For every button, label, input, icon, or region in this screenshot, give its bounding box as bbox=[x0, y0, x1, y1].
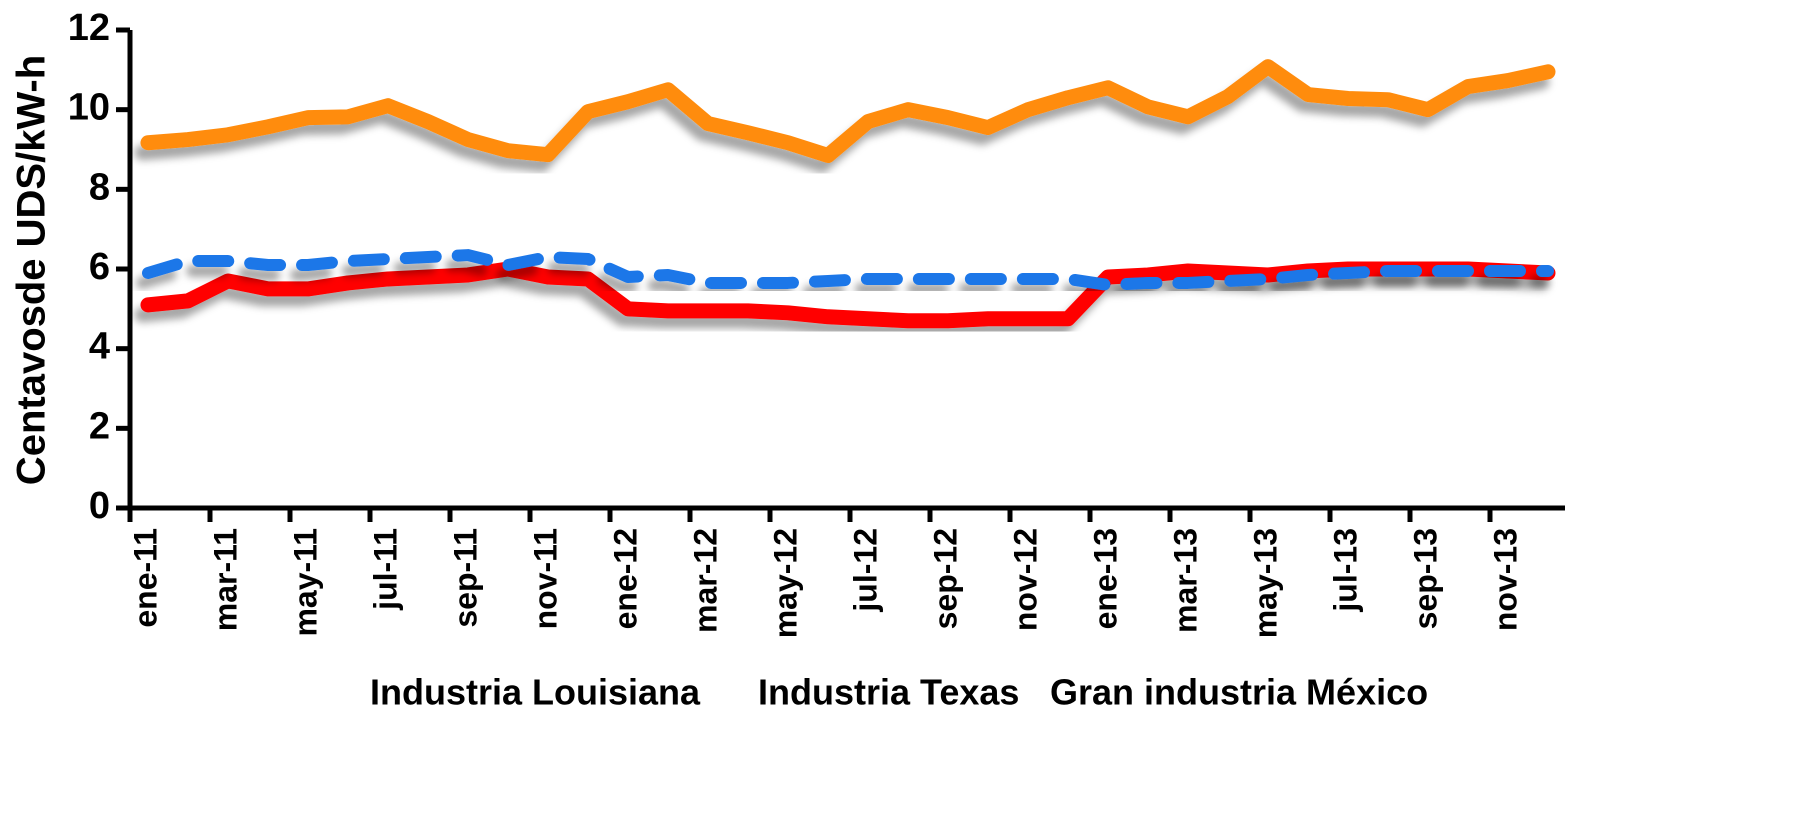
x-tick-label: jul-13 bbox=[1327, 528, 1363, 613]
x-tick-label: nov-12 bbox=[1007, 528, 1043, 631]
y-tick-label: 10 bbox=[68, 87, 110, 129]
x-tick-label: ene-12 bbox=[607, 528, 643, 629]
y-tick-label: 12 bbox=[68, 7, 110, 49]
x-tick-label: sep-12 bbox=[927, 528, 963, 629]
x-tick-label: sep-11 bbox=[447, 528, 483, 628]
series-line bbox=[142, 249, 1554, 291]
x-tick-label: may-12 bbox=[767, 528, 803, 638]
legend-label: Gran industria México bbox=[1050, 672, 1428, 713]
x-tick-label: sep-13 bbox=[1407, 528, 1443, 629]
y-tick-label: 4 bbox=[89, 326, 110, 368]
y-tick-label: 0 bbox=[89, 485, 110, 527]
x-tick-label: ene-13 bbox=[1087, 528, 1123, 629]
y-tick-label: 2 bbox=[89, 405, 110, 447]
x-tick-label: ene-11 bbox=[127, 528, 163, 628]
x-tick-label: mar-12 bbox=[687, 528, 723, 633]
x-tick-label: mar-11 bbox=[207, 528, 243, 631]
x-tick-label: jul-11 bbox=[367, 528, 403, 611]
legend-label: Industria Louisiana bbox=[370, 672, 701, 713]
x-tick-label: may-13 bbox=[1247, 528, 1283, 638]
x-tick-label: nov-13 bbox=[1487, 528, 1523, 631]
x-tick-label: may-11 bbox=[287, 528, 323, 637]
x-tick-label: jul-12 bbox=[847, 528, 883, 613]
x-tick-label: nov-11 bbox=[527, 528, 563, 629]
x-tick-label: mar-13 bbox=[1167, 528, 1203, 633]
y-tick-label: 8 bbox=[89, 166, 110, 208]
series-line bbox=[140, 59, 1556, 163]
y-axis-label: Centavosde UDS/kW-h bbox=[10, 55, 54, 485]
y-tick-label: 6 bbox=[89, 246, 110, 288]
